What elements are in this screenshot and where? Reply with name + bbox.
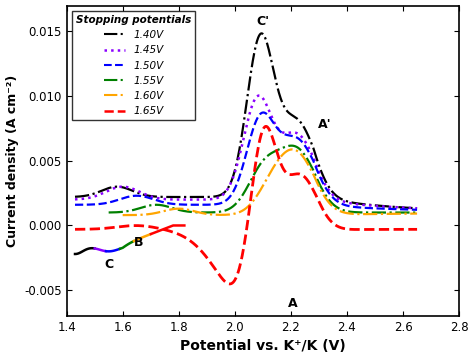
Line: 1.40V: 1.40V: [75, 33, 417, 208]
Y-axis label: Current density (A cm⁻²): Current density (A cm⁻²): [6, 75, 18, 247]
1.55V: [289, 144, 294, 148]
1.45V: [220, 192, 226, 196]
1.60V: [150, 211, 155, 216]
1.60V: [289, 147, 295, 151]
1.40V: [259, 31, 264, 36]
Line: 1.45V: 1.45V: [75, 95, 417, 208]
1.55V: [137, 206, 143, 210]
Line: 1.65V: 1.65V: [75, 126, 417, 284]
1.60V: [249, 200, 255, 204]
1.55V: [414, 210, 420, 215]
1.40V: [220, 191, 226, 195]
Text: C: C: [104, 258, 113, 271]
1.45V: [259, 95, 265, 99]
1.50V: [259, 111, 264, 115]
Line: 1.50V: 1.50V: [75, 112, 417, 210]
1.40V: [252, 48, 257, 52]
1.65V: [263, 124, 269, 129]
1.55V: [230, 204, 236, 208]
1.50V: [118, 197, 123, 201]
1.55V: [242, 190, 247, 194]
Legend: 1.40V, 1.45V, 1.50V, 1.55V, 1.60V, 1.65V: 1.40V, 1.45V, 1.50V, 1.55V, 1.60V, 1.65V: [72, 11, 195, 120]
1.45V: [187, 197, 193, 202]
1.50V: [220, 200, 226, 204]
1.45V: [118, 185, 123, 189]
1.60V: [414, 211, 420, 216]
1.65V: [130, 223, 136, 228]
1.45V: [256, 93, 262, 98]
1.65V: [259, 129, 265, 134]
Line: 1.60V: 1.60V: [123, 149, 417, 215]
1.50V: [130, 194, 136, 198]
1.60V: [355, 212, 361, 216]
1.65V: [414, 227, 420, 232]
1.55V: [318, 185, 324, 189]
1.65V: [187, 239, 193, 243]
1.65V: [118, 224, 123, 229]
1.40V: [414, 206, 420, 210]
1.45V: [252, 97, 257, 102]
1.65V: [220, 278, 226, 282]
Line: 1.55V: 1.55V: [109, 146, 417, 213]
1.55V: [106, 210, 111, 215]
1.45V: [414, 206, 420, 210]
1.50V: [414, 208, 420, 212]
1.60V: [350, 212, 356, 216]
1.50V: [72, 202, 78, 207]
1.40V: [187, 195, 193, 199]
Text: B: B: [134, 236, 144, 249]
1.65V: [72, 227, 78, 232]
1.40V: [259, 31, 265, 36]
Text: C': C': [256, 15, 269, 28]
1.40V: [72, 195, 78, 199]
Text: A': A': [318, 118, 331, 131]
1.55V: [352, 210, 358, 214]
1.60V: [322, 195, 328, 200]
1.40V: [118, 185, 123, 189]
1.65V: [252, 165, 258, 169]
1.50V: [260, 110, 266, 115]
1.50V: [252, 122, 257, 126]
X-axis label: Potential vs. K⁺/K (V): Potential vs. K⁺/K (V): [180, 340, 346, 354]
1.45V: [72, 197, 78, 201]
1.60V: [239, 209, 245, 213]
1.55V: [346, 209, 352, 214]
Text: A: A: [288, 297, 298, 309]
1.50V: [187, 202, 193, 207]
1.60V: [120, 213, 126, 217]
1.45V: [130, 187, 136, 191]
1.65V: [227, 282, 232, 286]
1.40V: [130, 188, 136, 193]
